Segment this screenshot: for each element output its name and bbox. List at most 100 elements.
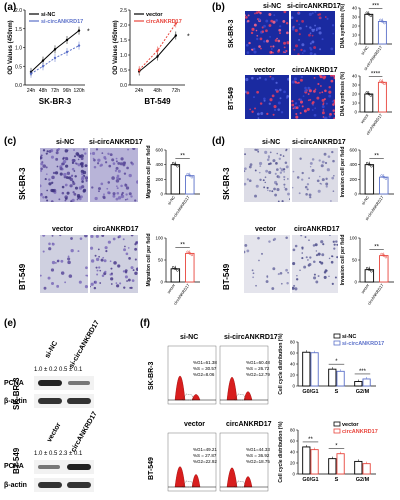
x-axis-label: SK-BR-3 — [39, 97, 72, 106]
cell — [320, 164, 324, 168]
e-bottom-lane1: vector — [46, 421, 63, 444]
cell — [135, 241, 138, 244]
migration-image-circ — [90, 235, 138, 293]
data-point — [65, 50, 69, 54]
cell — [322, 103, 325, 106]
cell — [255, 284, 257, 287]
cell — [246, 19, 250, 23]
cell — [126, 198, 129, 201]
cell — [311, 158, 315, 161]
y-tick-label: 1.0 — [120, 53, 127, 59]
cell — [308, 177, 310, 180]
cell — [306, 183, 310, 186]
cell — [268, 157, 270, 159]
cell — [256, 37, 259, 41]
cell — [68, 274, 73, 278]
legend-swatch — [333, 333, 341, 339]
cell — [73, 155, 76, 158]
cell — [315, 250, 318, 252]
cell — [245, 43, 249, 47]
cell — [277, 175, 281, 179]
y-tick-label: 0.0 — [15, 83, 22, 89]
e-bottom-pcna-band — [34, 460, 94, 474]
cell — [106, 187, 109, 190]
c-col-vector: vector — [52, 226, 74, 233]
cell — [61, 185, 65, 189]
f-cell-bt549: BT-549 — [148, 457, 155, 480]
y-tick-label: 2.0 — [15, 8, 22, 14]
cell — [118, 235, 122, 238]
y-tick-label: 60 — [290, 351, 296, 356]
bar — [379, 176, 389, 195]
cell — [114, 169, 118, 172]
cell — [51, 235, 54, 237]
cell — [105, 250, 108, 253]
cell — [330, 260, 334, 264]
bar — [354, 381, 363, 387]
cell — [67, 260, 71, 265]
cell — [285, 236, 288, 239]
cell — [82, 189, 86, 193]
cell — [65, 164, 69, 168]
edu-image-si-nc — [245, 11, 289, 55]
y-tick-label: 30 — [352, 83, 358, 88]
cell — [332, 190, 335, 192]
bar — [362, 378, 371, 387]
cell — [294, 81, 298, 84]
e-bottom-actin-band — [34, 478, 94, 492]
cell — [276, 168, 279, 171]
cell — [90, 282, 94, 286]
cell — [268, 24, 272, 27]
cell — [308, 33, 311, 37]
bar — [328, 458, 337, 475]
cell — [279, 97, 282, 100]
cell — [50, 281, 55, 286]
cell — [308, 263, 312, 267]
bar — [377, 81, 387, 113]
cell — [46, 189, 48, 192]
y-tick-label: 50 — [352, 258, 358, 263]
cell — [101, 235, 105, 237]
replicate-point — [368, 268, 371, 271]
flow-stats-si-nc: %G1=61.38 %S = 30.57 %G2=8.06 — [193, 360, 217, 377]
cell — [40, 154, 43, 157]
cell — [286, 31, 289, 35]
cell — [70, 237, 73, 240]
cell — [295, 278, 299, 281]
cell — [59, 172, 63, 176]
cell — [332, 109, 335, 112]
growth-chart-bt549: 0.0 0.5 1.0 1.5 2.0 2.5 24h 48h 72h OD Values (45… — [113, 8, 190, 106]
y-tick-label: 80 — [290, 428, 296, 433]
data-point — [174, 22, 178, 25]
significance-mark: * — [87, 29, 90, 36]
cell — [299, 26, 302, 30]
f-cell-skbr3: SK-BR-3 — [148, 361, 155, 390]
cell — [321, 105, 325, 109]
cell — [328, 90, 332, 94]
cell — [52, 171, 56, 175]
cell — [124, 183, 128, 187]
cell — [323, 275, 327, 279]
cell — [82, 148, 85, 151]
b-col-vector: vector — [254, 67, 276, 74]
cell — [77, 163, 81, 167]
x-tick-label: si-NC — [360, 195, 370, 206]
y-tick-label: 400 — [349, 162, 357, 167]
cell — [64, 156, 69, 161]
cell — [135, 267, 138, 271]
cell — [50, 200, 54, 202]
significance-mark: * — [335, 359, 338, 365]
x-tick-label: si-NC — [360, 45, 370, 56]
cell — [95, 148, 99, 151]
cell — [132, 148, 136, 150]
y-axis-label: OD Values (450nm) — [113, 20, 119, 74]
bar — [185, 252, 195, 283]
cell — [320, 183, 323, 185]
cell — [96, 273, 99, 276]
cell — [315, 254, 319, 257]
cell — [325, 185, 328, 188]
cell — [324, 161, 328, 165]
